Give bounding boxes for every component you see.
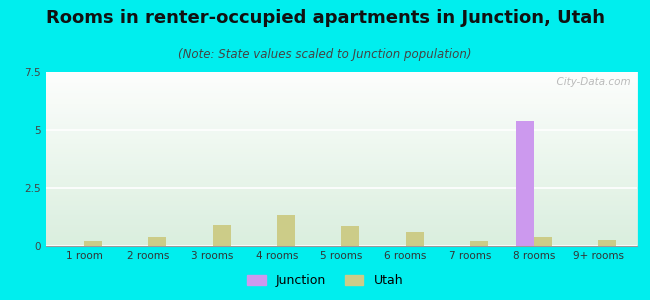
Bar xyxy=(341,226,359,246)
Bar xyxy=(516,121,534,246)
Text: City-Data.com: City-Data.com xyxy=(551,77,631,87)
Bar xyxy=(148,237,166,246)
Bar xyxy=(534,237,552,246)
Text: Rooms in renter-occupied apartments in Junction, Utah: Rooms in renter-occupied apartments in J… xyxy=(46,9,605,27)
Text: (Note: State values scaled to Junction population): (Note: State values scaled to Junction p… xyxy=(178,48,472,61)
Bar xyxy=(470,241,488,246)
Bar xyxy=(213,225,231,246)
Bar xyxy=(277,215,295,246)
Legend: Junction, Utah: Junction, Utah xyxy=(243,270,407,291)
Bar xyxy=(599,240,616,246)
Bar xyxy=(406,232,424,246)
Bar xyxy=(84,241,102,246)
